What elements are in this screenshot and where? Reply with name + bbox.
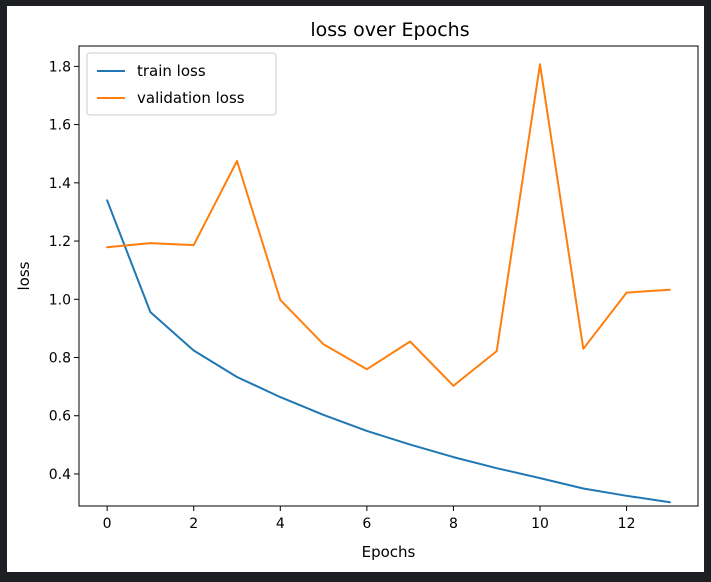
chart-title: loss over Epochs [310, 19, 469, 41]
x-axis-ticks: 0 2 4 6 8 10 12 [103, 506, 636, 532]
x-tick-label: 8 [449, 516, 458, 532]
y-tick-label: 1.2 [49, 234, 71, 250]
series-line-train-loss [106, 199, 671, 504]
legend: train loss validation loss [86, 52, 277, 116]
y-tick-label: 0.4 [49, 467, 71, 483]
x-axis-label: Epochs [362, 543, 416, 561]
legend-label: train loss [137, 62, 206, 80]
y-tick-label: 1.6 [49, 118, 71, 134]
series-lines [106, 63, 671, 504]
series-line-validation-loss [106, 63, 671, 387]
y-tick-label: 0.6 [49, 409, 71, 425]
x-tick-label: 10 [531, 516, 549, 532]
legend-box [86, 52, 277, 116]
y-tick-label: 1.8 [49, 59, 71, 75]
y-axis-label: loss [15, 261, 33, 290]
x-tick-label: 6 [362, 516, 371, 532]
chart-frame: loss over Epochs 0 2 4 6 8 10 12 0.4 0.6 0.8 1.0 1… [7, 6, 704, 572]
x-tick-label: 0 [103, 516, 112, 532]
legend-label: validation loss [137, 89, 245, 107]
y-axis-ticks: 0.4 0.6 0.8 1.0 1.2 1.4 1.6 1.8 [49, 59, 79, 483]
x-tick-label: 12 [618, 516, 636, 532]
x-tick-label: 2 [189, 516, 198, 532]
line-chart: loss over Epochs 0 2 4 6 8 10 12 0.4 0.6 0.8 1.0 1… [15, 19, 699, 561]
y-tick-label: 1.0 [49, 292, 71, 308]
y-tick-label: 0.8 [49, 351, 71, 367]
plot-area-border [78, 45, 699, 507]
x-tick-label: 4 [276, 516, 285, 532]
y-tick-label: 1.4 [49, 176, 71, 192]
